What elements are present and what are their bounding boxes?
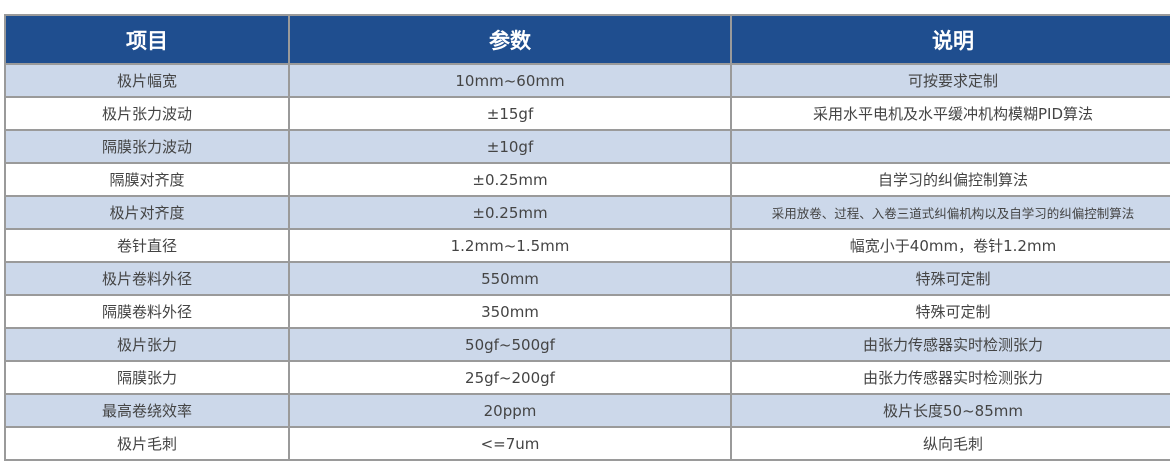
description-cell: 采用放卷、过程、入卷三道式纠偏机构以及自学习的纠偏控制算法 bbox=[730, 195, 1170, 230]
table-row: 最高卷绕效率 20ppm 极片长度50~85mm bbox=[4, 393, 1170, 428]
item-cell: 极片幅宽 bbox=[4, 63, 290, 98]
description-cell: 特殊可定制 bbox=[730, 294, 1170, 329]
table-row: 极片毛刺 <=7um 纵向毛刺 bbox=[4, 426, 1170, 461]
table-row: 隔膜张力波动 ±10gf bbox=[4, 129, 1170, 164]
header-row: 项目 参数 说明 bbox=[4, 14, 1170, 65]
description-cell: 由张力传感器实时检测张力 bbox=[730, 360, 1170, 395]
description-cell: 特殊可定制 bbox=[730, 261, 1170, 296]
table-row: 隔膜卷料外径 350mm 特殊可定制 bbox=[4, 294, 1170, 329]
header-description: 说明 bbox=[730, 14, 1170, 65]
item-cell: 隔膜张力 bbox=[4, 360, 290, 395]
parameter-cell: <=7um bbox=[288, 426, 732, 461]
parameter-cell: ±0.25mm bbox=[288, 195, 732, 230]
item-cell: 极片对齐度 bbox=[4, 195, 290, 230]
parameter-cell: 50gf~500gf bbox=[288, 327, 732, 362]
item-cell: 隔膜对齐度 bbox=[4, 162, 290, 197]
item-cell: 极片张力 bbox=[4, 327, 290, 362]
item-cell: 隔膜卷料外径 bbox=[4, 294, 290, 329]
description-cell: 可按要求定制 bbox=[730, 63, 1170, 98]
description-cell bbox=[730, 129, 1170, 164]
parameter-cell: 10mm~60mm bbox=[288, 63, 732, 98]
parameter-cell: 350mm bbox=[288, 294, 732, 329]
table-row: 极片卷料外径 550mm 特殊可定制 bbox=[4, 261, 1170, 296]
item-cell: 最高卷绕效率 bbox=[4, 393, 290, 428]
description-cell: 自学习的纠偏控制算法 bbox=[730, 162, 1170, 197]
description-cell: 由张力传感器实时检测张力 bbox=[730, 327, 1170, 362]
item-cell: 卷针直径 bbox=[4, 228, 290, 263]
spec-table: 项目 参数 说明 极片幅宽 10mm~60mm 可按要求定制 极片张力波动 ±15gf 采… bbox=[4, 14, 1170, 461]
table-row: 极片张力波动 ±15gf 采用水平电机及水平缓冲机构模糊PID算法 bbox=[4, 96, 1170, 131]
parameter-cell: 25gf~200gf bbox=[288, 360, 732, 395]
header-parameter: 参数 bbox=[288, 14, 732, 65]
item-cell: 隔膜张力波动 bbox=[4, 129, 290, 164]
table-row: 隔膜张力 25gf~200gf 由张力传感器实时检测张力 bbox=[4, 360, 1170, 395]
parameter-cell: ±0.25mm bbox=[288, 162, 732, 197]
table-row: 卷针直径 1.2mm~1.5mm 幅宽小于40mm，卷针1.2mm bbox=[4, 228, 1170, 263]
table-row: 极片幅宽 10mm~60mm 可按要求定制 bbox=[4, 63, 1170, 98]
parameter-cell: ±10gf bbox=[288, 129, 732, 164]
description-cell: 幅宽小于40mm，卷针1.2mm bbox=[730, 228, 1170, 263]
parameter-cell: ±15gf bbox=[288, 96, 732, 131]
header-item: 项目 bbox=[4, 14, 290, 65]
table-row: 极片张力 50gf~500gf 由张力传感器实时检测张力 bbox=[4, 327, 1170, 362]
description-cell: 采用水平电机及水平缓冲机构模糊PID算法 bbox=[730, 96, 1170, 131]
parameter-cell: 550mm bbox=[288, 261, 732, 296]
parameter-cell: 20ppm bbox=[288, 393, 732, 428]
description-cell: 纵向毛刺 bbox=[730, 426, 1170, 461]
item-cell: 极片卷料外径 bbox=[4, 261, 290, 296]
table-row: 隔膜对齐度 ±0.25mm 自学习的纠偏控制算法 bbox=[4, 162, 1170, 197]
item-cell: 极片毛刺 bbox=[4, 426, 290, 461]
parameter-cell: 1.2mm~1.5mm bbox=[288, 228, 732, 263]
item-cell: 极片张力波动 bbox=[4, 96, 290, 131]
table-row: 极片对齐度 ±0.25mm 采用放卷、过程、入卷三道式纠偏机构以及自学习的纠偏控制算… bbox=[4, 195, 1170, 230]
description-cell: 极片长度50~85mm bbox=[730, 393, 1170, 428]
